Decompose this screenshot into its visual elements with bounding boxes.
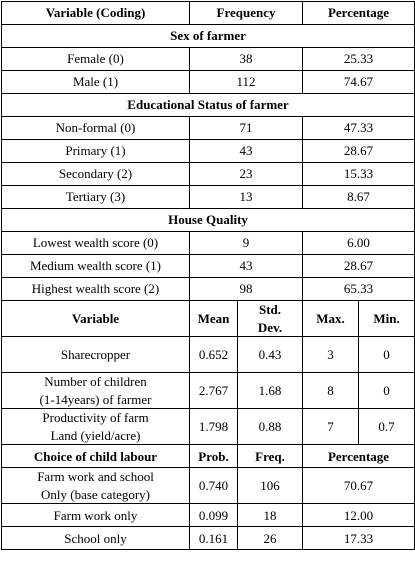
data-cell: 43 — [188, 254, 304, 278]
header-cell: Frequency — [188, 1, 304, 25]
data-cell: 3 — [302, 336, 360, 374]
data-cell: 71 — [188, 116, 304, 140]
header-cell: Min. — [358, 299, 415, 338]
choice-row: Farm work and school Only (base category… — [1, 467, 415, 505]
data-row: Primary (1) 43 28.67 — [1, 139, 415, 163]
data-cell: 1.68 — [236, 372, 304, 410]
data-cell: Secondary (2) — [1, 162, 190, 186]
data-cell: 26 — [236, 526, 304, 551]
data-cell: 15.33 — [302, 162, 415, 186]
data-cell: 6.00 — [302, 231, 415, 255]
data-cell: 74.67 — [302, 70, 415, 94]
data-cell: Primary (1) — [1, 139, 190, 163]
data-cell: 112 — [188, 70, 304, 94]
data-cell: 28.67 — [302, 139, 415, 163]
data-cell: 8.67 — [302, 185, 415, 209]
section-row: Sex of farmer — [0, 24, 415, 48]
stats-row: Number of children (1-14years) of farmer… — [1, 372, 415, 410]
data-cell: Non-formal (0) — [1, 116, 190, 140]
data-cell: 8 — [302, 372, 360, 410]
data-cell: Productivity of farm Land (yield/acre) — [1, 408, 190, 446]
data-cell: 25.33 — [302, 47, 415, 71]
data-cell: 47.33 — [302, 116, 415, 140]
header-row: Variable (Coding) Frequency Percentage — [1, 1, 415, 25]
choice-row: School only 0.161 26 17.33 — [1, 526, 415, 551]
data-table: Variable (Coding) Frequency Percentage Sex … — [0, 1, 415, 551]
data-cell: 106 — [236, 467, 304, 505]
data-row: Male (1) 112 74.67 — [1, 70, 415, 94]
header-cell: Max. — [302, 299, 360, 338]
data-cell: Highest wealth score (2) — [1, 277, 190, 301]
choice-header-row: Choice of child labour Prob. Freq. Percenta… — [1, 444, 415, 469]
data-cell: 0.099 — [189, 503, 238, 528]
section-row: Educational Status of farmer — [0, 93, 415, 117]
header-cell: Percentage — [302, 444, 415, 469]
data-row: Secondary (2) 23 15.33 — [1, 162, 415, 186]
stats-row: Productivity of farm Land (yield/acre) 1.… — [1, 408, 415, 446]
data-cell: 98 — [188, 277, 304, 301]
data-row: Non-formal (0) 71 47.33 — [1, 116, 415, 140]
data-cell: Farm work and school Only (base category… — [1, 467, 190, 505]
header-cell: Prob. — [189, 444, 238, 469]
stats-row: Sharecropper 0.652 0.43 3 0 — [1, 336, 415, 374]
table-body: Variable (Coding) Frequency Percentage Sex … — [0, 1, 415, 551]
section-title: Educational Status of farmer — [0, 93, 415, 117]
data-cell: Number of children (1-14years) of farmer — [1, 372, 190, 410]
data-cell: 0.7 — [358, 408, 415, 446]
data-cell: 23 — [188, 162, 304, 186]
data-row: Highest wealth score (2) 98 65.33 — [1, 277, 415, 301]
data-cell: Farm work only — [1, 503, 190, 528]
data-cell: School only — [1, 526, 190, 551]
data-cell: 38 — [188, 47, 304, 71]
data-cell: 0.88 — [236, 408, 304, 446]
section-title: House Quality — [0, 208, 415, 232]
data-cell: 17.33 — [302, 526, 415, 551]
data-cell: 13 — [188, 185, 304, 209]
choice-row: Farm work only 0.099 18 12.00 — [1, 503, 415, 528]
data-cell: 0.161 — [189, 526, 238, 551]
data-cell: 70.67 — [302, 467, 415, 505]
data-cell: Tertiary (3) — [1, 185, 190, 209]
data-cell: Medium wealth score (1) — [1, 254, 190, 278]
data-cell: 12.00 — [302, 503, 415, 528]
header-cell: Variable (Coding) — [1, 1, 190, 25]
stats-header-row: Variable Mean Std. Dev. Max. Min. — [1, 299, 415, 338]
header-cell: Variable — [1, 299, 190, 338]
data-row: Tertiary (3) 13 8.67 — [1, 185, 415, 209]
section-title: Sex of farmer — [0, 24, 415, 48]
data-cell: Sharecropper — [1, 336, 190, 374]
data-cell: 0 — [358, 372, 415, 410]
data-cell: 18 — [236, 503, 304, 528]
data-cell: 1.798 — [189, 408, 238, 446]
data-cell: 0.43 — [236, 336, 304, 374]
data-cell: 0.652 — [189, 336, 238, 374]
data-cell: 7 — [302, 408, 360, 446]
data-cell: 65.33 — [302, 277, 415, 301]
data-row: Medium wealth score (1) 43 28.67 — [1, 254, 415, 278]
data-cell: 28.67 — [302, 254, 415, 278]
data-cell: 2.767 — [189, 372, 238, 410]
header-cell: Choice of child labour — [1, 444, 190, 469]
header-cell: Percentage — [302, 1, 415, 25]
data-cell: 9 — [188, 231, 304, 255]
data-row: Female (0) 38 25.33 — [1, 47, 415, 71]
data-cell: 0.740 — [189, 467, 238, 505]
header-cell: Mean — [189, 299, 238, 338]
data-cell: Female (0) — [1, 47, 190, 71]
data-cell: 0 — [358, 336, 415, 374]
header-cell: Std. Dev. — [236, 299, 304, 338]
data-cell: Male (1) — [1, 70, 190, 94]
data-cell: Lowest wealth score (0) — [1, 231, 190, 255]
section-row: House Quality — [0, 208, 415, 232]
data-cell: 43 — [188, 139, 304, 163]
header-cell: Freq. — [236, 444, 304, 469]
data-row: Lowest wealth score (0) 9 6.00 — [1, 231, 415, 255]
